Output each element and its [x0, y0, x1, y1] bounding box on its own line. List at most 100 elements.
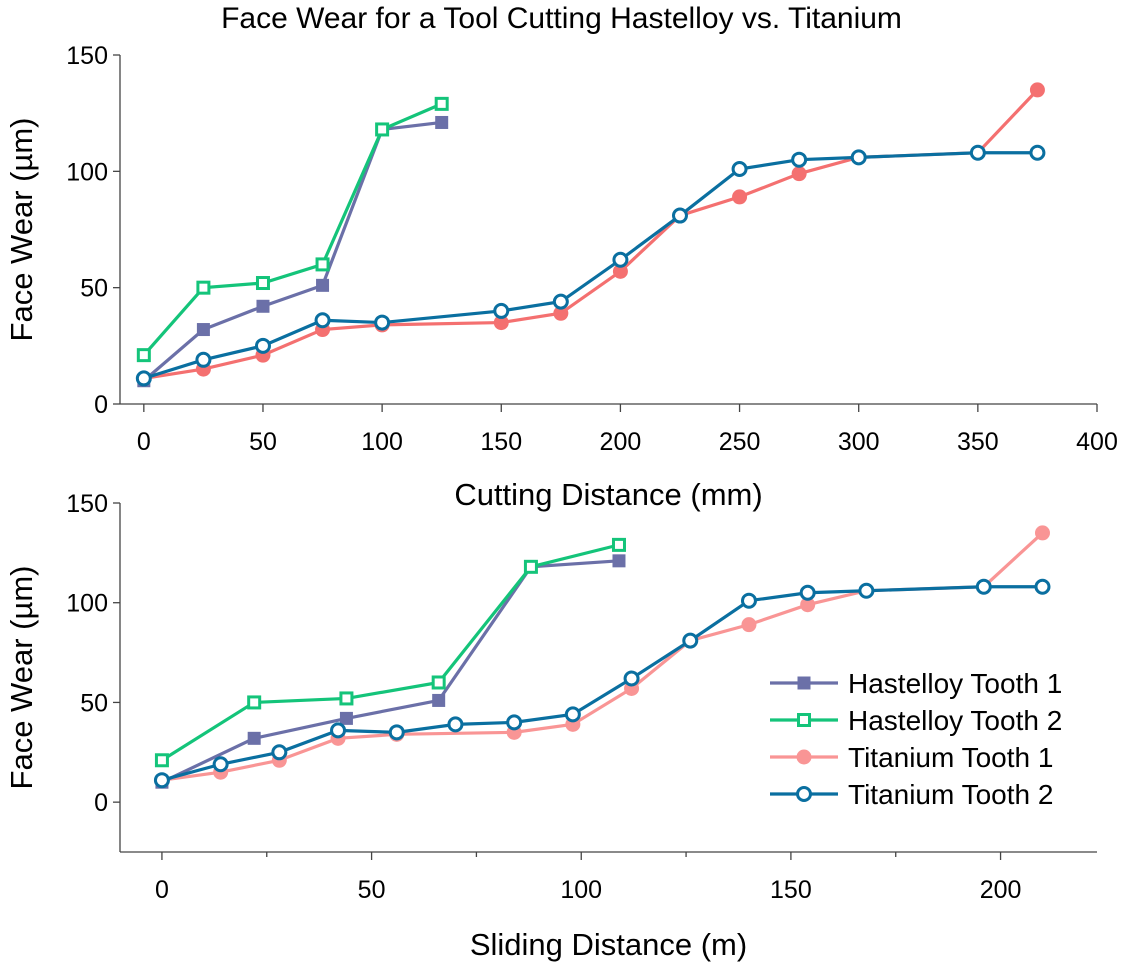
y-tick-label: 100: [66, 590, 108, 618]
data-point: [434, 96, 449, 111]
x-tick-label: 150: [770, 876, 812, 904]
data-point: [212, 756, 229, 773]
data-point: [447, 716, 464, 733]
data-point: [315, 257, 330, 272]
data-point: [135, 370, 152, 387]
legend-label: Hastelloy Tooth 2: [848, 705, 1062, 736]
data-point: [271, 744, 288, 761]
y-tick-label: 0: [94, 789, 108, 817]
x-tick-label: 150: [480, 428, 522, 456]
legend-marker: [796, 786, 812, 802]
x-tick-label: 250: [719, 428, 761, 456]
data-point: [330, 722, 347, 739]
data-point: [435, 115, 449, 129]
data-point: [612, 263, 628, 279]
chart-title: Face Wear for a Tool Cutting Hastelloy v…: [221, 2, 902, 35]
data-point: [493, 315, 509, 331]
data-point: [741, 617, 757, 633]
data-point: [431, 675, 446, 690]
data-point: [154, 753, 169, 768]
series-line: [161, 559, 620, 784]
data-point: [506, 714, 523, 731]
series-hastelloy-tooth-2: [136, 96, 449, 363]
series-line: [142, 102, 443, 357]
data-point: [374, 314, 391, 331]
panel-1: 0 50 100 150 0 50 100 150 200 250 300 350 400 Cutting…: [4, 42, 1118, 512]
legend-marker: [797, 676, 811, 690]
data-point: [196, 323, 210, 337]
y-axis-label: Face Wear (µm): [4, 566, 39, 790]
x-tick-label: 50: [358, 876, 386, 904]
y-tick-label: 0: [94, 391, 108, 419]
data-point: [671, 207, 688, 224]
data-point: [732, 189, 748, 205]
data-point: [799, 584, 816, 601]
x-tick-label: 0: [155, 876, 169, 904]
data-point: [432, 693, 446, 707]
data-point: [791, 166, 807, 182]
series-hastelloy-tooth-1: [155, 554, 626, 789]
y-tick-label: 50: [80, 275, 108, 303]
data-point: [316, 278, 330, 292]
data-point: [740, 592, 757, 609]
data-point: [256, 299, 270, 313]
series-hastelloy-tooth-2: [154, 537, 626, 768]
data-point: [314, 312, 331, 329]
data-point: [791, 151, 808, 168]
legend-label: Titanium Tooth 2: [848, 779, 1053, 810]
legend-marker: [796, 749, 812, 765]
y-tick-label: 50: [80, 689, 108, 717]
y-tick-label: 100: [66, 158, 108, 186]
data-point: [969, 144, 986, 161]
data-point: [375, 122, 390, 137]
x-tick-label: 200: [600, 428, 642, 456]
data-point: [136, 348, 151, 363]
data-point: [196, 280, 211, 295]
legend-label: Titanium Tooth 1: [848, 742, 1053, 773]
data-point: [1034, 578, 1051, 595]
series-line: [161, 531, 1044, 782]
data-point: [339, 711, 353, 725]
x-tick-label: 200: [980, 876, 1022, 904]
data-point: [254, 337, 271, 354]
data-point: [1034, 525, 1050, 541]
legend-label: Hastelloy Tooth 1: [848, 668, 1062, 699]
data-point: [731, 161, 748, 178]
x-tick-label: 50: [249, 428, 277, 456]
y-axis-label: Face Wear (µm): [4, 118, 39, 342]
x-tick-label: 300: [838, 428, 880, 456]
series-hastelloy-tooth-1: [137, 115, 449, 388]
series-line: [161, 543, 620, 762]
data-point: [493, 302, 510, 319]
series-line: [143, 151, 1038, 380]
x-tick-label: 0: [137, 428, 151, 456]
data-point: [611, 537, 626, 552]
legend: Hastelloy Tooth 1 Hastelloy Tooth 2 Titani…: [770, 668, 1062, 810]
data-point: [255, 276, 270, 291]
series-line: [143, 88, 1039, 380]
series-line: [142, 120, 442, 382]
series-titanium-tooth-2: [135, 144, 1046, 387]
data-point: [195, 351, 212, 368]
x-tick-label: 400: [1076, 428, 1118, 456]
series-titanium-tooth-2: [153, 578, 1051, 789]
data-point: [682, 632, 699, 649]
x-axis-label: Cutting Distance (mm): [454, 477, 762, 512]
panel-2: 0 50 100 150 0 50 100 150 200 Sliding Distance (m…: [4, 490, 1097, 962]
data-point: [975, 578, 992, 595]
y-tick-label: 150: [66, 42, 108, 70]
data-point: [388, 724, 405, 741]
data-point: [858, 582, 875, 599]
data-point: [800, 597, 816, 613]
data-point: [623, 670, 640, 687]
data-point: [552, 293, 569, 310]
data-point: [553, 305, 569, 321]
y-tick-label: 150: [66, 490, 108, 518]
x-tick-label: 100: [361, 428, 403, 456]
data-point: [612, 554, 626, 568]
data-point: [1029, 144, 1046, 161]
data-point: [1029, 82, 1045, 98]
data-point: [339, 691, 354, 706]
x-tick-label: 100: [560, 876, 602, 904]
